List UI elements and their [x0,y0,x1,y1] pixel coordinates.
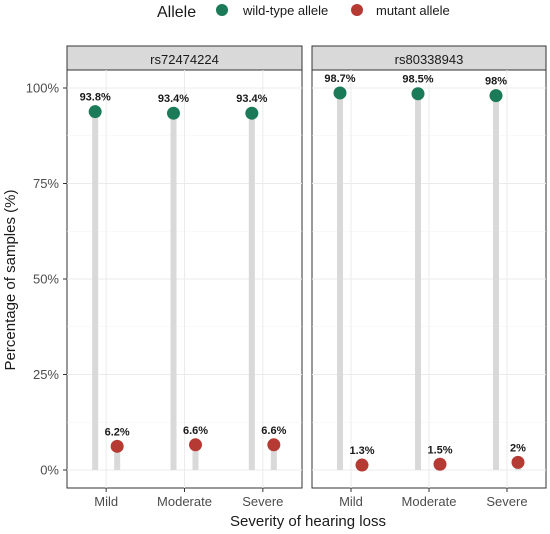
wild-type-point [167,106,180,120]
y-tick-label: 100% [26,81,60,96]
facet-panels: rs72474224 93.8% 93.4% 93.4% 6.2% 6.6% 6.6% Mil… [66,45,547,509]
stem [92,111,99,471]
legend-label-mutant: mutant allele [376,3,450,18]
data-label: 2% [510,442,526,454]
data-label: 98.7% [324,73,355,85]
stem [337,92,343,470]
data-label: 6.6% [183,425,208,437]
legend-key-mutant [351,4,363,16]
stem [270,444,277,470]
data-label: 6.6% [261,425,286,437]
x-tick-label: Moderate [402,494,457,509]
legend-label-wild-type: wild-type allele [242,3,328,18]
stem [114,446,121,470]
y-tick-label: 50% [33,272,59,287]
wild-type-point [333,86,347,100]
facet-rs72474224: rs72474224 93.8% 93.4% 93.4% 6.2% 6.6% 6.6% Mil… [66,45,303,509]
facet-label: rs72474224 [150,52,219,67]
x-tick-label: Mild [339,494,363,509]
y-axis: 0% 25% 50% 75% 100% [26,81,67,478]
mutant-point [267,438,281,452]
mutant-point [511,455,525,469]
data-label: 98% [485,76,507,88]
data-label: 98.5% [402,74,433,86]
wild-type-point [411,87,425,101]
y-tick-label: 75% [33,176,59,191]
data-label: 93.8% [80,92,111,104]
x-tick-label: Severe [486,494,527,509]
mutant-point [355,458,369,472]
mutant-point [433,457,447,471]
y-tick-label: 25% [33,367,59,382]
stem [248,113,255,470]
facet-rs80338943: rs80338943 98.7% 98.5% 98% 1.3% 1.5% 2% Mild Mod… [311,45,547,509]
stem [493,95,499,470]
wild-type-point [489,89,503,103]
data-label: 93.4% [158,93,189,105]
legend-key-wild-type [216,4,228,16]
x-tick-label: Severe [242,494,283,509]
legend: Allele wild-type allele mutant allele [157,3,450,21]
facet-strip [66,45,303,73]
mutant-point [189,438,202,452]
x-tick-label: Mild [94,494,118,509]
stem [415,93,421,470]
wild-type-point [88,105,102,119]
stem [170,113,177,470]
x-axis-title: Severity of hearing loss [230,513,386,530]
wild-type-point [245,106,259,120]
facet-label: rs80338943 [395,52,464,67]
x-tick-label: Moderate [157,494,212,509]
y-axis-title: Percentage of samples (%) [2,190,19,371]
data-label: 1.5% [427,444,452,456]
y-tick-label: 0% [40,463,59,478]
legend-title: Allele [157,4,196,21]
data-label: 1.3% [349,445,374,457]
data-label: 6.2% [105,426,130,438]
mutant-point [110,439,124,453]
stem [192,444,199,470]
data-label: 93.4% [236,93,267,105]
